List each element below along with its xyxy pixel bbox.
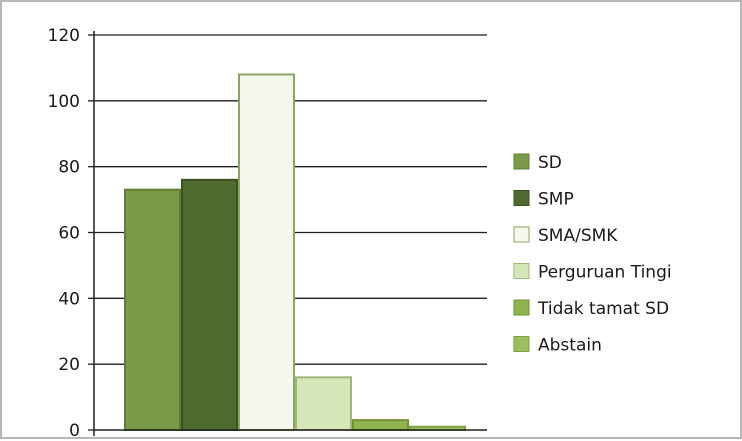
legend-label: SMA/SMK — [538, 226, 618, 246]
legend: SD SMP SMA/SMK Perguruan Tingi Tidak tamat S… — [513, 153, 672, 356]
bar-sd — [124, 188, 181, 431]
y-tick-label: 20 — [58, 355, 80, 375]
legend-swatch — [513, 190, 530, 206]
bar-smp — [181, 178, 238, 431]
y-tick-label: 40 — [58, 289, 80, 309]
bar-perguruan-tingi — [295, 376, 352, 432]
bars — [124, 73, 466, 432]
legend-swatch — [513, 299, 530, 316]
legend-swatch — [513, 153, 530, 170]
legend-label: SD — [538, 153, 562, 173]
y-tick-label: 0 — [69, 421, 80, 441]
bar-sma-smk — [238, 73, 295, 431]
y-axis-ticks: 0 20 40 60 80 100 120 — [48, 26, 94, 441]
y-tick-label: 120 — [48, 26, 80, 46]
legend-label: Tidak tamat SD — [537, 299, 669, 319]
y-tick-label: 100 — [48, 92, 80, 112]
y-tick-label: 60 — [58, 224, 80, 244]
legend-label: Perguruan Tingi — [538, 263, 672, 283]
legend-swatch — [513, 226, 530, 243]
y-tick-label: 80 — [58, 158, 80, 178]
legend-swatch — [513, 263, 530, 279]
bar-tidak-tamat-sd — [352, 419, 409, 431]
legend-swatch — [513, 336, 530, 352]
axes — [93, 31, 487, 436]
legend-label: Abstain — [538, 336, 602, 356]
legend-label: SMP — [538, 190, 574, 210]
